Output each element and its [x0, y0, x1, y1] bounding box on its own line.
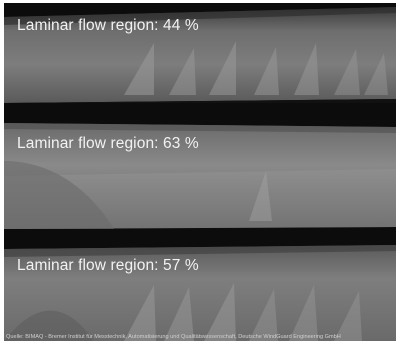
blade-thermal-image-2 [4, 121, 396, 231]
blade-panel-3: Laminar flow region: 57 % [4, 243, 396, 341]
blade-thermal-image-3 [4, 243, 396, 341]
blade-panel-1: Laminar flow region: 44 % [4, 3, 396, 103]
laminar-flow-label-1: Laminar flow region: 44 % [17, 17, 199, 34]
blade-panel-2: Laminar flow region: 63 % [4, 121, 396, 231]
blade-thermal-image-1 [4, 3, 396, 103]
thermography-figure: Laminar flow region: 44 % Laminar flow r… [4, 3, 396, 341]
laminar-flow-label-3: Laminar flow region: 57 % [17, 257, 199, 274]
image-credit: Quelle: BIMAQ - Bremer Institut für Mess… [6, 334, 341, 340]
laminar-flow-label-2: Laminar flow region: 63 % [17, 135, 199, 152]
